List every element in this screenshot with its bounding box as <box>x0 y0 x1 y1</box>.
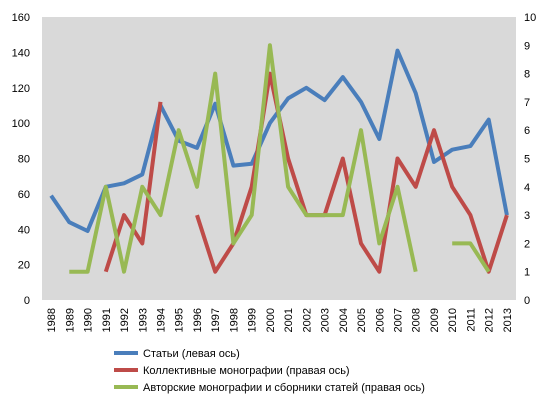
series-lines <box>49 43 509 274</box>
x-tick-label: 2010 <box>447 308 459 332</box>
left-tick-label: 60 <box>18 189 30 201</box>
x-tick-label: 2003 <box>320 308 332 332</box>
x-tick-label: 2009 <box>429 308 441 332</box>
x-tick-label: 1988 <box>46 308 58 332</box>
right-tick-label: 7 <box>524 97 530 109</box>
x-tick-label: 1991 <box>101 308 113 332</box>
legend-label-3: Авторские монографии и сборники статей (… <box>143 382 425 394</box>
x-tick-label: 1997 <box>210 308 222 332</box>
right-tick-label: 10 <box>524 12 536 24</box>
right-tick-label: 9 <box>524 40 530 52</box>
x-tick-label: 1993 <box>137 308 149 332</box>
left-tick-label: 160 <box>12 12 30 24</box>
right-tick-label: 5 <box>524 154 530 166</box>
x-tick-label: 2012 <box>484 308 496 332</box>
x-tick-label: 2001 <box>283 308 295 332</box>
x-tick-label: 2005 <box>356 308 368 332</box>
x-tick-label: 1994 <box>156 308 168 332</box>
series-line-2 <box>195 71 509 274</box>
x-tick-label: 1999 <box>247 308 259 332</box>
x-tick-label: 1990 <box>83 308 95 332</box>
x-tick-label: 1995 <box>174 308 186 332</box>
x-tick-label: 1989 <box>64 308 76 332</box>
left-tick-label: 20 <box>18 260 30 272</box>
x-tick-label: 2004 <box>338 308 350 332</box>
right-tick-label: 0 <box>524 295 530 307</box>
left-axis-ticks: 0 20 40 60 80 100 120 140 160 <box>12 12 30 307</box>
legend-label-1: Статьи (левая ось) <box>143 348 240 360</box>
series-line-3 <box>452 241 491 273</box>
right-tick-label: 3 <box>524 210 530 222</box>
x-tick-label: 1996 <box>192 308 204 332</box>
right-tick-label: 4 <box>524 182 530 194</box>
x-tick-label: 2006 <box>374 308 386 332</box>
right-tick-label: 1 <box>524 267 530 279</box>
legend-label-2: Коллективные монографии (правая ось) <box>143 365 350 377</box>
legend: Статьи (левая ось) Коллективные монографи… <box>114 348 425 394</box>
left-tick-label: 80 <box>18 154 30 166</box>
right-tick-label: 6 <box>524 125 530 137</box>
x-axis-ticks: 1988 1989 1990 1991 1992 1993 1994 1995 1996 1997… <box>46 308 514 332</box>
x-tick-label: 2011 <box>465 308 477 332</box>
right-axis-ticks: 0 1 2 3 4 5 6 7 8 9 10 <box>524 12 536 307</box>
x-tick-label: 1992 <box>119 308 131 332</box>
left-tick-label: 40 <box>18 224 30 236</box>
x-tick-label: 2002 <box>301 308 313 332</box>
left-tick-label: 140 <box>12 47 30 59</box>
left-tick-label: 120 <box>12 83 30 95</box>
x-tick-label: 2007 <box>393 308 405 332</box>
left-tick-label: 100 <box>12 118 30 130</box>
right-tick-label: 2 <box>524 238 530 250</box>
x-tick-label: 2013 <box>502 308 514 332</box>
series-line-3 <box>69 43 418 274</box>
x-tick-label: 2008 <box>411 308 423 332</box>
x-tick-label: 2000 <box>265 308 277 332</box>
left-tick-label: 0 <box>24 295 30 307</box>
right-tick-label: 8 <box>524 69 530 81</box>
x-tick-label: 1998 <box>228 308 240 332</box>
